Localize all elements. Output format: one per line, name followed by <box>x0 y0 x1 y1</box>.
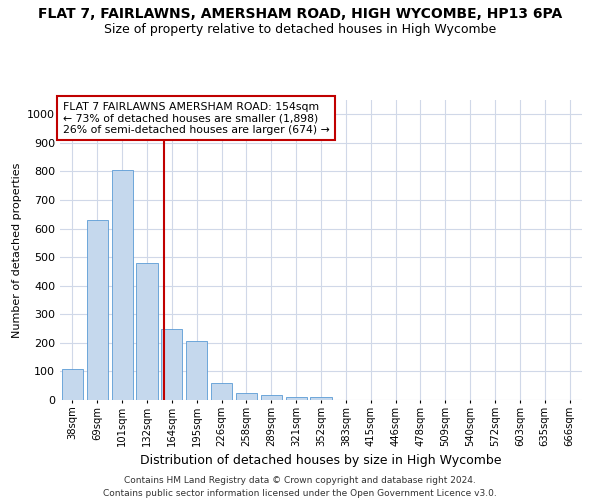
Text: Size of property relative to detached houses in High Wycombe: Size of property relative to detached ho… <box>104 22 496 36</box>
Bar <box>62 368 83 400</box>
Bar <box>161 328 182 400</box>
Bar <box>186 342 207 400</box>
Bar <box>261 395 282 400</box>
Bar <box>310 397 332 400</box>
Y-axis label: Number of detached properties: Number of detached properties <box>11 162 22 338</box>
Bar <box>286 397 307 400</box>
Text: Contains HM Land Registry data © Crown copyright and database right 2024.
Contai: Contains HM Land Registry data © Crown c… <box>103 476 497 498</box>
X-axis label: Distribution of detached houses by size in High Wycombe: Distribution of detached houses by size … <box>140 454 502 468</box>
Bar <box>136 263 158 400</box>
Text: FLAT 7 FAIRLAWNS AMERSHAM ROAD: 154sqm
← 73% of detached houses are smaller (1,8: FLAT 7 FAIRLAWNS AMERSHAM ROAD: 154sqm ←… <box>62 102 329 134</box>
Text: FLAT 7, FAIRLAWNS, AMERSHAM ROAD, HIGH WYCOMBE, HP13 6PA: FLAT 7, FAIRLAWNS, AMERSHAM ROAD, HIGH W… <box>38 8 562 22</box>
Bar <box>112 170 133 400</box>
Bar <box>236 393 257 400</box>
Bar <box>211 383 232 400</box>
Bar <box>87 220 108 400</box>
